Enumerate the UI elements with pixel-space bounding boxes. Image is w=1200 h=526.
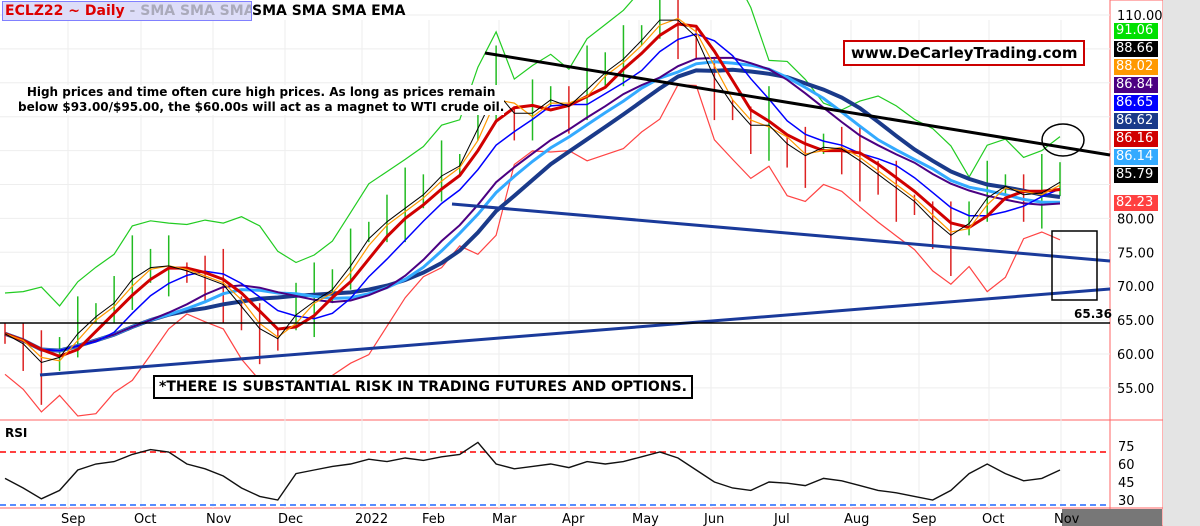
upper-support-trendline <box>451 202 1111 263</box>
x-tick-label: Mar <box>492 512 517 526</box>
x-tick-label: Jul <box>773 512 790 526</box>
x-tick-label: Aug <box>844 512 869 526</box>
x-tick-label: Dec <box>278 512 303 526</box>
risk-disclaimer: *THERE IS SUBSTANTIAL RISK IN TRADING FU… <box>153 375 693 399</box>
future-region <box>1062 509 1162 526</box>
rsi-label: RSI <box>5 426 28 440</box>
price-badge: 82.23 <box>1114 195 1158 211</box>
rsi-tick-label: 45 <box>1118 476 1135 491</box>
price-badge: 91.06 <box>1114 23 1158 39</box>
price-badge: 86.84 <box>1114 77 1158 93</box>
note-line-1: High prices and time often cure high pri… <box>26 85 496 99</box>
price-tick-label: 70.00 <box>1117 280 1154 295</box>
price-badge: 86.16 <box>1114 131 1158 147</box>
price-badge: 85.79 <box>1114 167 1158 183</box>
price-tick-label: 110.00 <box>1117 9 1163 24</box>
right-strip <box>1163 0 1200 526</box>
sma-fast <box>4 17 1061 362</box>
sma-mid <box>4 60 1061 353</box>
note-line-2: below $93.00/$95.00, the $60.00s will ac… <box>18 100 505 114</box>
sma-black <box>4 19 1061 364</box>
rsi-tick-label: 75 <box>1118 440 1135 455</box>
price-tick-label: 60.00 <box>1117 348 1154 363</box>
x-tick-label: Nov <box>206 512 232 526</box>
commentary-note: High prices and time often cure high pri… <box>18 85 505 115</box>
price-badge: 88.66 <box>1114 41 1158 57</box>
target-box <box>1051 230 1098 301</box>
x-tick-label: 2022 <box>355 512 388 526</box>
indicator-list: SMA SMA SMA EMA <box>252 3 406 19</box>
price-tick-label: 75.00 <box>1117 246 1154 261</box>
price-tick-label: 55.00 <box>1117 382 1154 397</box>
price-tick-label: 80.00 <box>1117 212 1154 227</box>
rsi-line <box>4 441 1061 501</box>
sma-purple <box>4 56 1061 352</box>
x-tick-label: Jun <box>703 512 724 526</box>
price-badge: 86.62 <box>1114 113 1158 129</box>
symbol-title[interactable]: ECLZ22 ~ Daily - SMA SMA SMA BB <box>2 1 252 21</box>
long-term-support-trendline <box>39 287 1111 377</box>
rsi-tick-label: 60 <box>1118 458 1135 473</box>
sma-blue <box>4 33 1061 352</box>
x-tick-label: Oct <box>982 512 1004 526</box>
website-label: www.DeCarleyTrading.com <box>843 40 1086 66</box>
price-badge: 88.02 <box>1114 59 1158 75</box>
indicator-list-faded: - SMA SMA SMA BB <box>129 3 252 19</box>
symbol-label: ECLZ22 ~ Daily <box>5 3 125 19</box>
x-tick-label: Apr <box>562 512 585 526</box>
rsi-tick-label: 30 <box>1118 494 1135 509</box>
support-level-label: 65.36 <box>1074 307 1112 321</box>
breakout-circle <box>1041 123 1085 157</box>
x-tick-label: Feb <box>422 512 445 526</box>
price-badge: 86.65 <box>1114 95 1158 111</box>
x-tick-label: Oct <box>134 512 156 526</box>
price-tick-label: 65.00 <box>1117 314 1154 329</box>
resistance-trendline <box>484 51 1111 157</box>
bollinger-upper <box>4 0 1061 307</box>
x-tick-label: May <box>632 512 659 526</box>
price-badge: 86.14 <box>1114 149 1158 165</box>
x-tick-label: Sep <box>61 512 86 526</box>
x-tick-label: Sep <box>912 512 937 526</box>
bollinger-lower <box>4 84 1061 417</box>
x-tick-label: Nov <box>1054 512 1080 526</box>
